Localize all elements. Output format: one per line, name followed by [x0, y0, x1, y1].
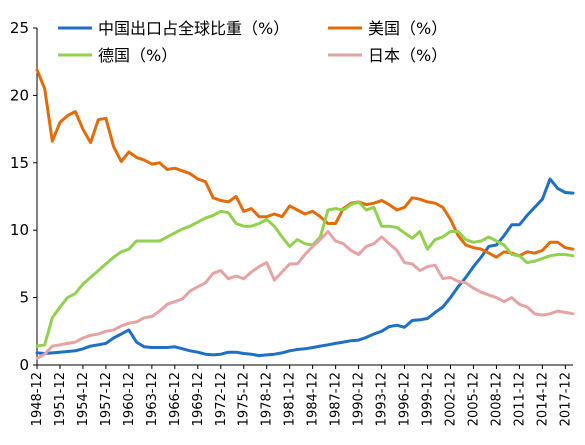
y-tick-label: 25 [10, 19, 29, 37]
x-tick-label: 2005-12 [466, 372, 481, 426]
x-tick-label: 1999-12 [421, 372, 436, 426]
x-tick-label: 2008-12 [489, 372, 504, 426]
series-line-2 [35, 200, 575, 348]
x-tick-label: 1996-12 [398, 372, 413, 426]
y-tick-label: 0 [19, 356, 29, 374]
x-tick-label: 1951-12 [53, 372, 68, 426]
y-tick-label: 15 [10, 154, 29, 172]
series-line-1 [35, 68, 575, 259]
x-tick-label: 2002-12 [443, 372, 458, 426]
x-tick-label: 1963-12 [145, 372, 160, 426]
x-tick-label: 1987-12 [329, 372, 344, 426]
x-tick-label: 1957-12 [99, 372, 114, 426]
y-tick-label: 20 [10, 86, 29, 104]
x-tick-label: 1990-12 [352, 372, 367, 426]
series-line-3 [35, 230, 575, 360]
x-tick-label: 2014-12 [535, 372, 550, 426]
x-tick-label: 1969-12 [191, 372, 206, 426]
legend-label: 德国（%） [98, 46, 177, 65]
x-tick-label: 1981-12 [283, 372, 298, 426]
series-line-0 [35, 177, 575, 358]
legend-label: 美国（%） [368, 19, 447, 38]
series-layer [35, 68, 575, 360]
x-tick-label: 1984-12 [306, 372, 321, 426]
x-tick-label: 1948-12 [30, 372, 45, 426]
x-tick-label: 1993-12 [375, 372, 390, 426]
x-tick-label: 1966-12 [168, 372, 183, 426]
legend: 中国出口占全球比重（%） 美国（%） 德国（%） 日本（%） [58, 19, 447, 65]
y-tick-label: 10 [10, 221, 29, 239]
x-tick-label: 2017-12 [558, 372, 573, 426]
x-tick-label: 1960-12 [122, 372, 137, 426]
legend-label: 日本（%） [368, 46, 447, 65]
x-tick-label: 2011-12 [512, 372, 527, 426]
x-tick-label: 1975-12 [237, 372, 252, 426]
y-tick-label: 5 [19, 289, 29, 307]
x-tick-label: 1954-12 [76, 372, 91, 426]
legend-label: 中国出口占全球比重（%） [98, 19, 289, 38]
y-axis: 0 5 10 15 20 25 [10, 19, 38, 374]
x-axis: 1948-12 1951-12 1954-12 1957-12 1960-12 1963-… [30, 364, 573, 426]
x-tick-label: 1972-12 [214, 372, 229, 426]
x-tick-label: 1978-12 [260, 372, 275, 426]
